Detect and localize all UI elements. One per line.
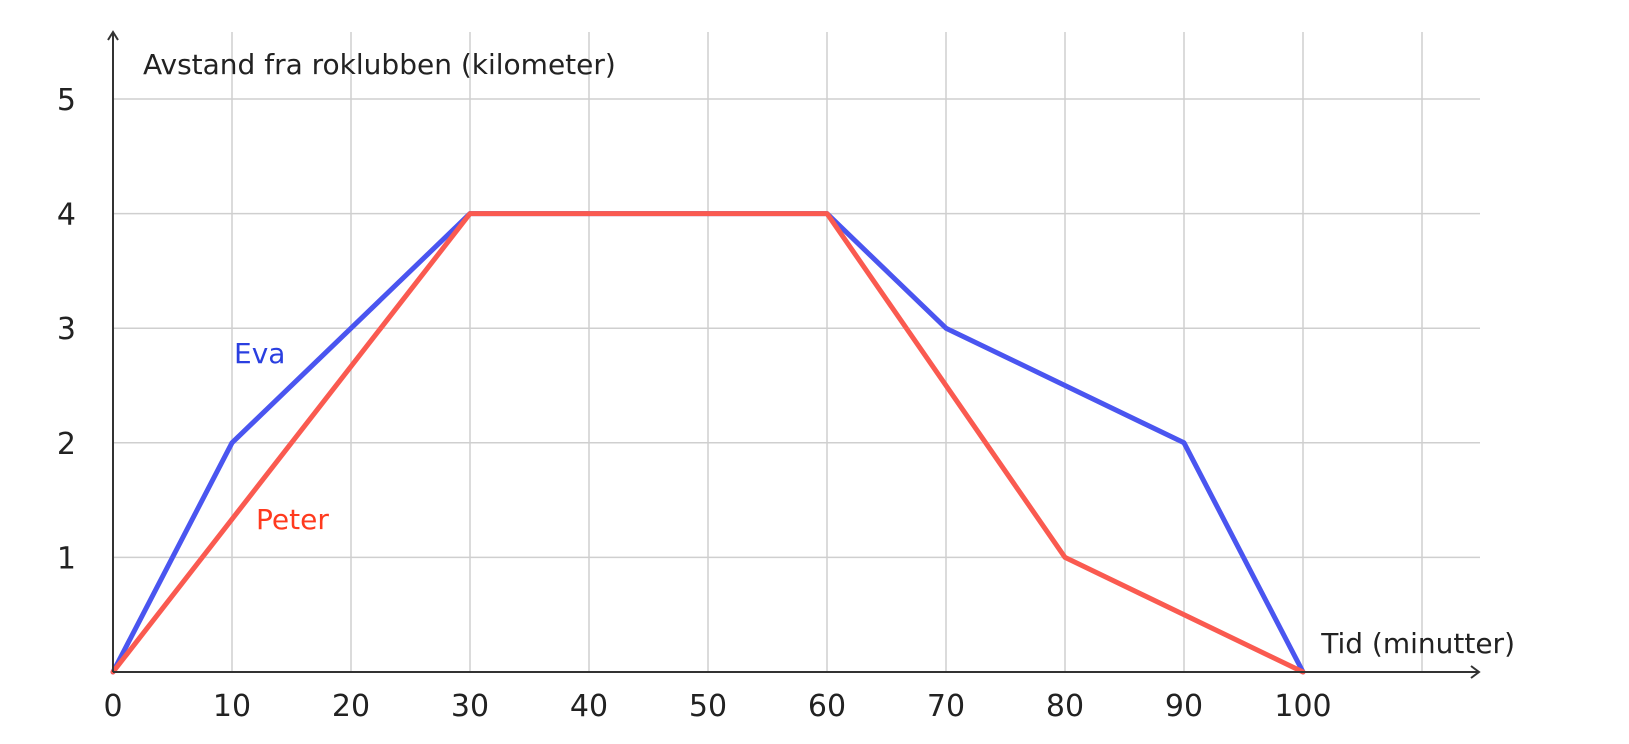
y-tick-label: 2 [57, 427, 76, 462]
x-tick-label: 50 [689, 689, 727, 724]
x-tick-label: 0 [103, 689, 122, 724]
x-tick-label: 30 [451, 689, 489, 724]
x-axis-arrow [1470, 665, 1481, 679]
axes [107, 30, 1481, 679]
y-tick-label: 5 [57, 83, 76, 118]
y-tick-label: 3 [57, 312, 76, 347]
x-tick-label: 70 [927, 689, 965, 724]
series-lines [110, 211, 1306, 675]
x-tick-label: 20 [332, 689, 370, 724]
series-label-peter: Peter [256, 503, 329, 536]
x-tick-label: 10 [213, 689, 251, 724]
x-tick-label: 60 [808, 689, 846, 724]
y-axis-arrow [107, 30, 119, 41]
series-label-eva: Eva [234, 337, 285, 370]
y-axis-title: Avstand fra roklubben (kilometer) [143, 48, 616, 81]
x-tick-label: 80 [1046, 689, 1084, 724]
y-tick-label: 4 [57, 198, 76, 233]
x-tick-label: 100 [1274, 689, 1331, 724]
labels: 0 10 20 30 40 50 60 70 80 90 100 1 2 3 4 5 Avstand fra r… [57, 48, 1515, 724]
y-tick-label: 1 [57, 541, 76, 576]
grid [113, 32, 1480, 672]
x-tick-label: 90 [1165, 689, 1203, 724]
x-axis-title: Tid (minutter) [1320, 627, 1515, 660]
series-line-peter [110, 211, 1306, 675]
x-tick-label: 40 [570, 689, 608, 724]
